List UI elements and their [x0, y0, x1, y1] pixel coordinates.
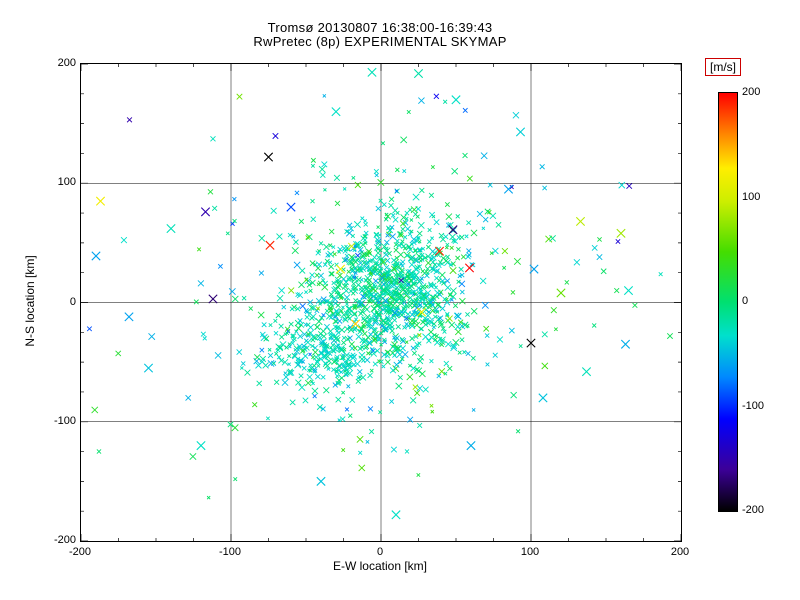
- x-tick-label: -100: [218, 546, 242, 558]
- y-axis-label: N-S location [km]: [23, 255, 37, 347]
- plot-title: Tromsø 20130807 16:38:00-16:39:43: [267, 20, 493, 35]
- plot-subtitle: RwPretec (8p) EXPERIMENTAL SKYMAP: [253, 34, 507, 49]
- x-tick-label: 100: [520, 546, 540, 558]
- y-tick-label: 0: [69, 295, 76, 308]
- x-tick-label: -200: [68, 546, 92, 558]
- x-tick-label: 0: [376, 546, 384, 558]
- y-tick-label: -100: [53, 414, 76, 427]
- y-tick-label: 200: [57, 57, 76, 69]
- colorbar-tick-label: 100: [742, 190, 761, 203]
- plot-area: [80, 63, 682, 542]
- scatter-canvas: [81, 64, 681, 541]
- x-tick-label: 200: [670, 546, 690, 558]
- colorbar-gradient: [718, 92, 738, 512]
- x-axis-label: E-W location [km]: [332, 559, 428, 573]
- y-tick-label: -200: [53, 534, 76, 546]
- y-tick-label: 100: [57, 176, 76, 189]
- colorbar-tick-label: -200: [742, 504, 765, 516]
- colorbar-unit-label: [m/s]: [705, 58, 741, 76]
- colorbar-tick-label: 0: [742, 295, 749, 307]
- colorbar-tick-label: -100: [742, 399, 765, 412]
- colorbar-tick-label: 200: [742, 86, 761, 98]
